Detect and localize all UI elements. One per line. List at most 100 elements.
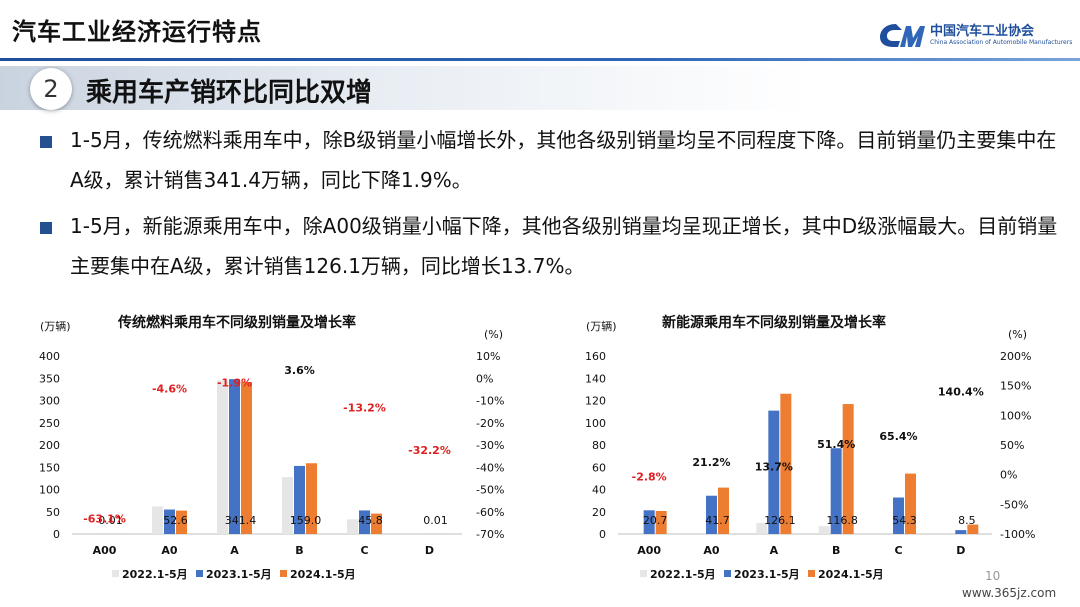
left-axis-tick: 40 [592,484,606,497]
value-label-A0: 41.7 [705,514,730,527]
left-axis-tick: 120 [585,395,606,408]
bar-A0-series-1 [164,509,175,534]
logo-name-en: China Association of Automobile Manufact… [930,39,1073,46]
bar-A-series-2 [780,393,792,534]
legend-swatch-1 [724,570,731,577]
left-axis-tick: 80 [592,439,606,452]
growth-label-B: 51.4% [817,438,855,451]
growth-label-A: -1.9% [217,376,252,389]
growth-label-A0: 21.2% [692,456,730,469]
category-label-B: B [832,544,840,557]
chart-title-nev: 新能源乘用车不同级别销量及增长率 [662,315,886,331]
bar-A0-series-2 [176,510,187,534]
left-axis-unit: (万辆) [586,319,617,333]
right-axis-tick: -40% [476,461,504,474]
growth-label-A: 13.7% [755,461,793,474]
left-axis-tick: 0 [53,528,60,541]
bar-A-series-0 [217,380,228,534]
growth-label-D: 140.4% [938,385,984,398]
legend-label-0: 2022.1-5月 [122,568,188,581]
right-axis-tick: -100% [1000,528,1035,541]
bar-A0-series-0 [152,506,163,534]
legend-label-1: 2023.1-5月 [206,568,272,581]
legend-label-2: 2024.1-5月 [290,568,356,581]
value-label-A00: 20.7 [643,514,668,527]
left-axis-tick: 350 [39,372,60,385]
legend-swatch-0 [640,570,647,577]
right-axis-tick: -30% [476,439,504,452]
legend-swatch-1 [196,570,203,577]
value-label-A0: 52.6 [163,514,188,527]
bullet-text-1: 1-5月，传统燃料乘用车中，除B级销量小幅增长外，其他各级别销量均呈不同程度下降… [70,128,1057,192]
right-axis-tick: 0% [476,372,493,385]
right-axis-unit: (%) [484,328,503,341]
category-label-A0: A0 [703,544,720,557]
bar-A00-series-2 [655,510,667,534]
legend-label-1: 2023.1-5月 [734,568,800,581]
bar-A-series-2 [241,382,252,534]
value-label-C: 45.8 [358,514,383,527]
legend-label-0: 2022.1-5月 [650,568,716,581]
left-axis-tick: 150 [39,461,60,474]
bar-B-series-0 [282,477,293,534]
bullet-marker [40,136,52,148]
right-axis-tick: 150% [1000,380,1031,393]
bar-C-series-0 [347,519,358,534]
right-axis-tick: -20% [476,417,504,430]
growth-label-B: 3.6% [284,364,315,377]
left-axis-tick: 160 [585,350,606,363]
left-axis-unit: (万辆) [40,319,71,333]
chart-title-fuel: 传统燃料乘用车不同级别销量及增长率 [118,315,356,331]
right-axis-tick: -50% [1000,498,1028,511]
value-label-C: 54.3 [892,514,917,527]
right-axis-tick: -70% [476,528,504,541]
bar-B-series-1 [294,465,305,534]
bar-C-series-2 [905,473,916,534]
left-axis-tick: 0 [599,528,606,541]
section-band [0,66,1080,110]
bar-B-series-0 [818,526,830,534]
right-axis-unit: (%) [1008,328,1027,341]
bar-A-series-0 [756,522,768,534]
left-axis-tick: 300 [39,395,60,408]
legend-swatch-2 [280,570,287,577]
category-label-A0: A0 [161,544,178,557]
category-label-D: D [956,544,965,557]
left-axis-tick: 60 [592,461,606,474]
value-label-D: 8.5 [958,514,976,527]
value-label-B: 159.0 [290,514,322,527]
page-number: 10 [985,569,1001,583]
section-number: 2 [30,68,72,110]
legend-swatch-2 [808,570,815,577]
bullet-marker [40,222,52,234]
category-label-A: A [230,544,239,557]
category-label-A00: A00 [93,544,117,557]
bar-B-series-2 [842,404,854,534]
page-title: 汽车工业经济运行特点 [12,18,262,46]
caam-logo: 中国汽车工业协会 China Association of Automobile… [878,20,1072,52]
category-label-C: C [360,544,368,557]
right-axis-tick: -10% [476,395,504,408]
bar-A00-series-1 [643,510,655,534]
right-axis-tick: 200% [1000,350,1031,363]
value-label-D: 0.01 [423,514,448,527]
right-axis-tick: 10% [476,350,500,363]
bar-D-series-2 [967,524,979,534]
growth-label-A0: -4.6% [152,382,187,395]
bar-D-series-1 [955,530,967,534]
bar-A-series-1 [768,410,780,534]
legend-label-2: 2024.1-5月 [818,568,884,581]
right-axis-tick: 100% [1000,409,1031,422]
bar-C-series-1 [893,497,904,534]
growth-label-C: -13.2% [343,402,386,415]
category-label-B: B [295,544,303,557]
right-axis-tick: 50% [1000,439,1024,452]
left-axis-tick: 100 [585,417,606,430]
right-axis-tick: 0% [1000,469,1017,482]
left-axis-tick: 200 [39,439,60,452]
left-axis-tick: 140 [585,372,606,385]
value-label-B: 116.8 [826,514,858,527]
title-bar: 汽车工业经济运行特点 中国汽车工业协会 China Association of… [0,0,1080,58]
right-axis-tick: -60% [476,506,504,519]
